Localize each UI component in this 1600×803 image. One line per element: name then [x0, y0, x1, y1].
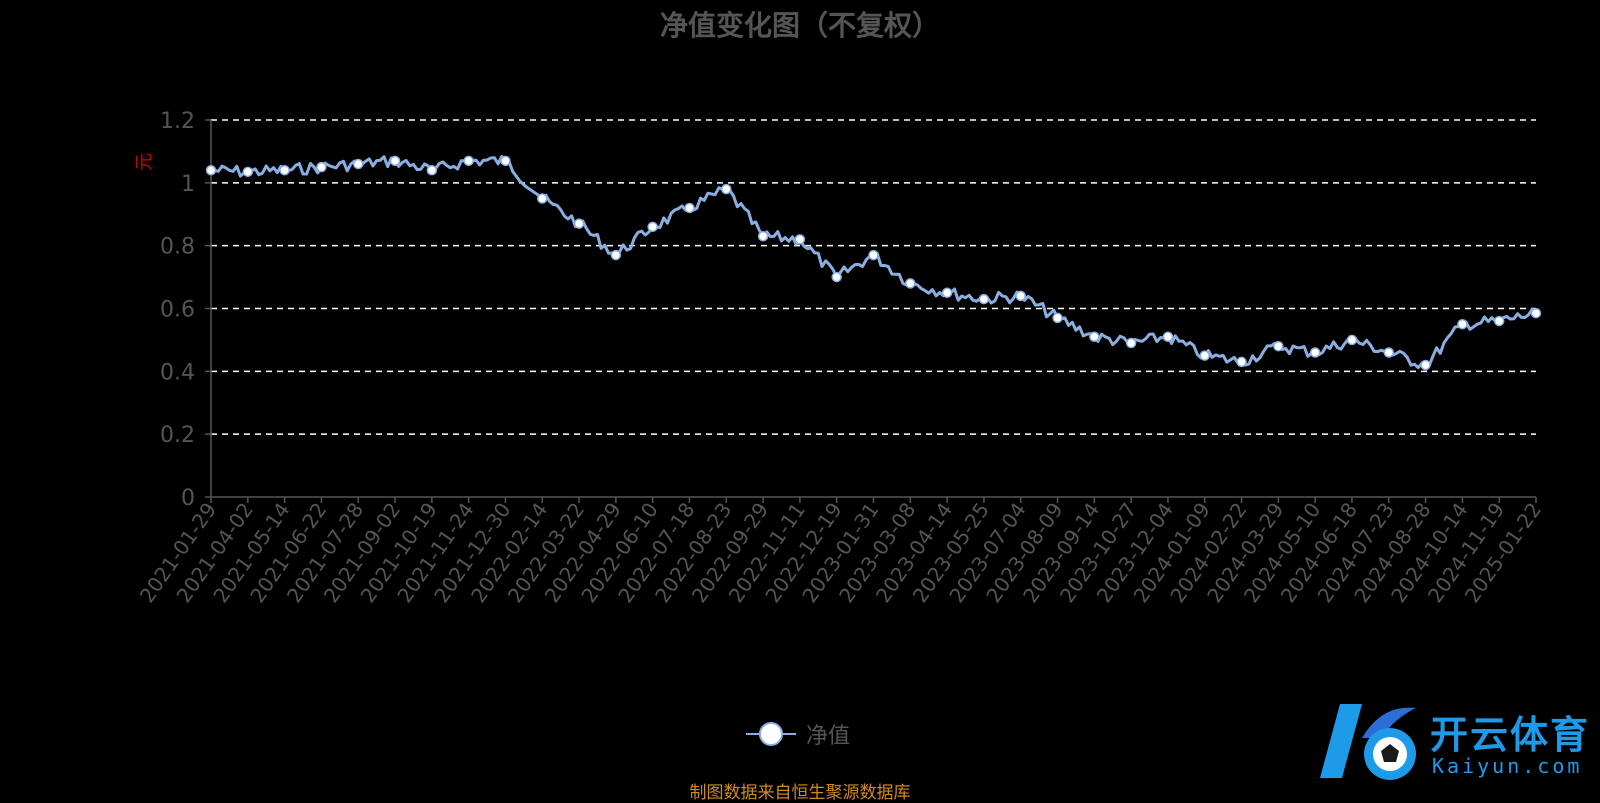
data-point[interactable]: [463, 155, 474, 167]
data-point[interactable]: [205, 165, 217, 176]
data-point[interactable]: [1346, 334, 1358, 346]
data-point[interactable]: [426, 165, 438, 176]
data-point[interactable]: [978, 293, 990, 305]
data-point[interactable]: [757, 230, 769, 242]
data-point[interactable]: [721, 183, 732, 195]
data-point[interactable]: [389, 155, 401, 167]
data-point[interactable]: [316, 161, 327, 173]
y-tick-label: 0.2: [160, 423, 195, 448]
data-point[interactable]: [647, 221, 658, 233]
data-point[interactable]: [352, 158, 364, 170]
data-point[interactable]: [1493, 315, 1505, 327]
data-point[interactable]: [1309, 347, 1321, 358]
data-point[interactable]: [1089, 331, 1100, 343]
logo-domain-text: Kaiyun.com: [1432, 754, 1583, 778]
data-point[interactable]: [1530, 307, 1542, 319]
y-tick-label: 1: [181, 172, 195, 197]
legend-label: 净值: [806, 724, 851, 749]
data-point[interactable]: [941, 287, 953, 299]
kaiyun-logo-icon: [1320, 704, 1416, 780]
data-point[interactable]: [1457, 318, 1468, 330]
data-point[interactable]: [1015, 290, 1026, 302]
data-point[interactable]: [905, 278, 916, 289]
data-point[interactable]: [242, 166, 254, 178]
series-line-nav: [211, 154, 1538, 370]
data-point[interactable]: [684, 202, 695, 214]
data-source-note: 制图数据来自恒生聚源数据库: [689, 783, 911, 803]
data-point[interactable]: [1052, 312, 1063, 324]
legend[interactable]: 净值: [746, 718, 850, 750]
data-point[interactable]: [794, 234, 806, 245]
y-axis-unit-label: 元: [134, 153, 155, 171]
data-point[interactable]: [1125, 337, 1137, 349]
data-point[interactable]: [610, 249, 622, 261]
y-tick-labels: 0 0.2 0.4 0.6 0.8 1 1.2: [160, 109, 195, 511]
data-point[interactable]: [537, 193, 548, 204]
data-point[interactable]: [1420, 359, 1431, 371]
data-point[interactable]: [868, 249, 879, 261]
data-point[interactable]: [1273, 340, 1284, 352]
x-tick-labels: 2021-01-292021-04-022021-05-142021-06-22…: [135, 498, 1546, 607]
brand-logo: 开云体育 Kaiyun.com: [1312, 698, 1592, 788]
y-tick-label: 0: [181, 486, 195, 511]
data-point[interactable]: [1236, 356, 1247, 368]
axes: [210, 120, 1537, 503]
grid-lines: [205, 119, 1536, 498]
data-point[interactable]: [831, 271, 842, 283]
y-tick-label: 0.4: [160, 360, 195, 385]
y-tick-label: 0.8: [160, 235, 195, 260]
y-tick-label: 1.2: [160, 109, 195, 134]
data-point[interactable]: [573, 218, 585, 229]
data-point[interactable]: [1383, 347, 1395, 358]
data-point[interactable]: [1199, 350, 1210, 361]
data-point[interactable]: [279, 165, 290, 176]
legend-swatch-icon: [746, 721, 796, 747]
data-point[interactable]: [500, 155, 511, 167]
logo-brand-text: 开云体育: [1430, 713, 1591, 757]
y-tick-label: 0.6: [160, 298, 195, 323]
chart-title: 净值变化图（不复权）: [659, 9, 940, 42]
series-points: [205, 155, 1542, 371]
data-point[interactable]: [1162, 331, 1174, 343]
